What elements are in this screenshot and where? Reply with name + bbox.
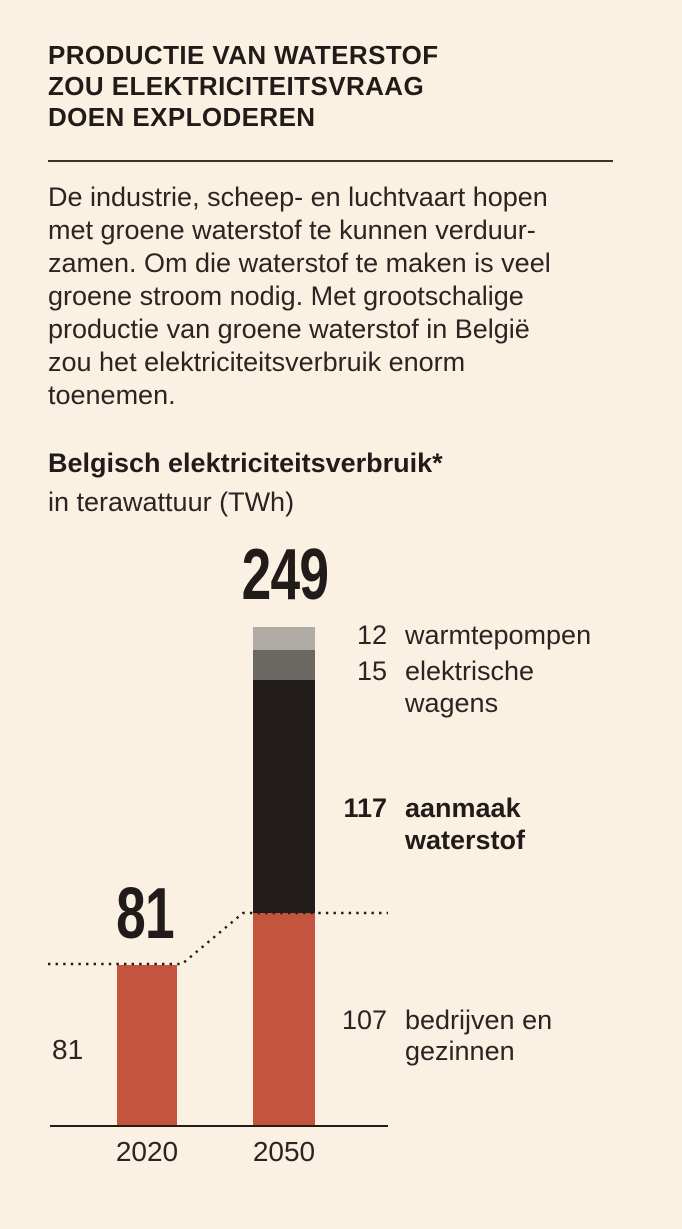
annotation-elektrische-wagens: 15 elektrische wagens bbox=[330, 655, 655, 719]
bar-segment-bedrijven-en-gezinnen bbox=[253, 913, 315, 1126]
bar-2020 bbox=[117, 964, 177, 1126]
x-tick-2020: 2020 bbox=[115, 1136, 179, 1167]
annotation-label: aanmaak waterstof bbox=[405, 792, 655, 856]
annotation-value: 107 bbox=[341, 1005, 387, 1035]
intro-line: groene stroom nodig. Met grootschalige bbox=[48, 281, 524, 311]
total-label-2050: 249 bbox=[241, 535, 329, 615]
annotation-label-line: waterstof bbox=[405, 825, 526, 855]
x-tick-2050: 2050 bbox=[252, 1136, 316, 1167]
bar-segment-aanmaak-waterstof bbox=[253, 680, 315, 914]
annotation-label-line: warmtepompen bbox=[405, 620, 592, 650]
intro-paragraph: De industrie, scheep- en luchtvaart hope… bbox=[48, 181, 551, 412]
intro-line: met groene waterstof te kunnen verduur- bbox=[48, 215, 536, 245]
intro-line: zamen. Om die waterstof te maken is veel bbox=[48, 248, 551, 278]
intro-line: De industrie, scheep- en luchtvaart hope… bbox=[48, 182, 548, 212]
intro-line: zou het elektriciteitsverbruik enorm bbox=[48, 347, 466, 377]
annotation-value: 15 bbox=[356, 656, 387, 686]
annotation-label-line: gezinnen bbox=[405, 1036, 515, 1066]
annotation-label-line: wagens bbox=[405, 688, 499, 718]
bar-segment-elektrische-wagens bbox=[253, 650, 315, 681]
x-axis-line bbox=[50, 1125, 388, 1127]
annotation-label: elektrische wagens bbox=[405, 655, 655, 719]
total-label-2020: 81 bbox=[116, 874, 175, 954]
chart-unit-label: in terawattuur (TWh) bbox=[48, 487, 295, 517]
chart-title: Belgisch elektriciteitsverbruik* bbox=[48, 448, 443, 478]
value-label-2020-left: 81 bbox=[52, 1034, 84, 1065]
page-title-line-1: PRODUCTIE VAN WATERSTOF bbox=[48, 40, 439, 70]
page-title: PRODUCTIE VAN WATERSTOF ZOU ELEKTRICITEI… bbox=[48, 40, 439, 133]
annotation-value: 117 bbox=[343, 793, 387, 823]
bar-segment-warmtepompen bbox=[253, 626, 315, 651]
page-title-line-3: DOEN EXPLODEREN bbox=[48, 102, 316, 132]
annotation-label: bedrijven en gezinnen bbox=[405, 1005, 655, 1067]
divider-rule bbox=[48, 160, 613, 162]
bar-segment-bedrijven-en-gezinnen bbox=[117, 964, 177, 1126]
annotation-value: 12 bbox=[356, 620, 387, 650]
annotation-label-line: elektrische bbox=[405, 656, 535, 686]
page-title-line-2: ZOU ELEKTRICITEITSVRAAG bbox=[48, 71, 425, 101]
intro-line: productie van groene waterstof in België bbox=[48, 314, 530, 344]
annotation-warmtepompen: 12 warmtepompen bbox=[330, 619, 655, 651]
intro-line: toenemen. bbox=[48, 380, 176, 410]
annotation-bedrijven-gezinnen: 107 bedrijven en gezinnen bbox=[330, 1005, 655, 1067]
bar-2050 bbox=[253, 626, 315, 1126]
annotation-aanmaak-waterstof: 117 aanmaak waterstof bbox=[330, 792, 655, 856]
annotation-label-line: bedrijven en bbox=[405, 1005, 553, 1035]
annotation-label-line: aanmaak bbox=[405, 793, 521, 823]
annotation-label: warmtepompen bbox=[405, 619, 655, 651]
